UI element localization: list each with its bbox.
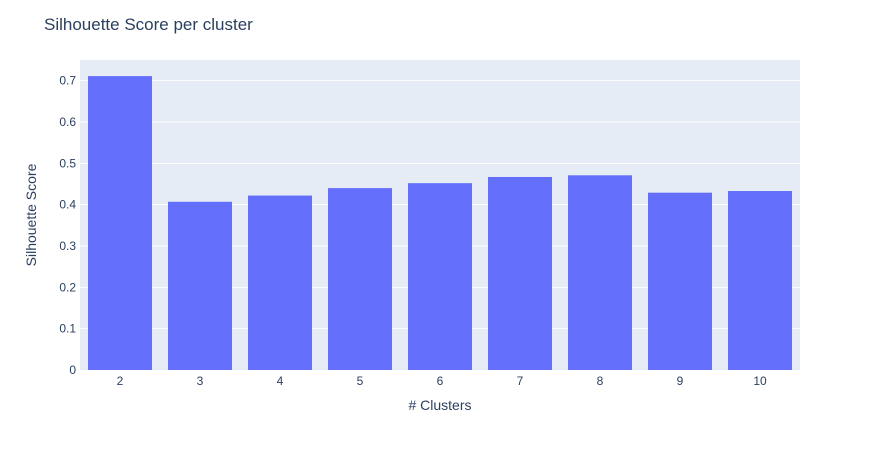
x-tick-labels: 2 3 4 5 6 7 8 9 10 [117, 374, 767, 388]
x-tick-label: 4 [277, 374, 284, 388]
bars [88, 76, 792, 371]
y-tick-label: 0.4 [59, 198, 76, 212]
x-tick-label: 2 [117, 374, 124, 388]
bar-7 [488, 176, 552, 370]
x-tick-label: 9 [677, 374, 684, 388]
x-axis-title: # Clusters [408, 397, 471, 413]
bar-2 [88, 76, 152, 371]
y-tick-label: 0.3 [59, 239, 76, 253]
x-tick-label: 8 [597, 374, 604, 388]
y-tick-label: 0 [69, 363, 76, 377]
bar-5 [328, 188, 392, 370]
y-tick-label: 0.1 [59, 322, 76, 336]
bar-8 [568, 175, 632, 370]
y-tick-labels: 0 0.1 0.2 0.3 0.4 0.5 0.6 0.7 [59, 74, 76, 377]
y-tick-label: 0.2 [59, 280, 76, 294]
x-tick-label: 3 [197, 374, 204, 388]
bar-4 [248, 195, 312, 370]
bar-6 [408, 183, 472, 370]
y-tick-label: 0.6 [59, 115, 76, 129]
x-tick-label: 6 [437, 374, 444, 388]
x-tick-label: 10 [753, 374, 767, 388]
x-tick-label: 7 [517, 374, 524, 388]
chart-title: Silhouette Score per cluster [44, 15, 253, 34]
y-axis-title: Silhouette Score [23, 163, 39, 266]
y-tick-label: 0.7 [59, 74, 76, 88]
bar-10 [728, 191, 792, 370]
y-tick-label: 0.5 [59, 156, 76, 170]
x-tick-label: 5 [357, 374, 364, 388]
bar-3 [168, 201, 232, 370]
bar-9 [648, 192, 712, 370]
